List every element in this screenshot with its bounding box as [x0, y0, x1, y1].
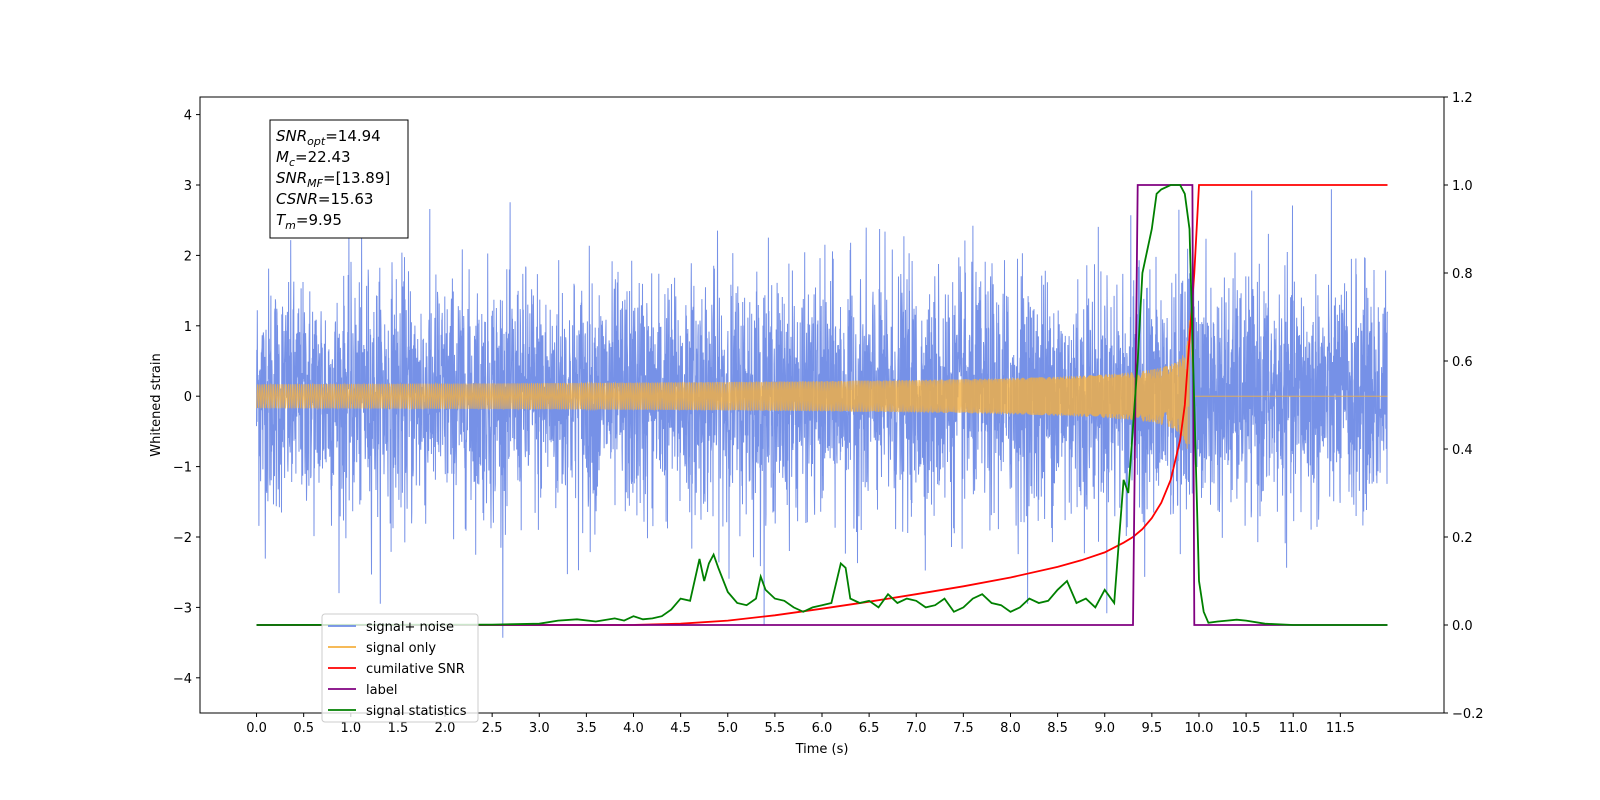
annotation-subscript: opt — [307, 135, 326, 148]
x-tick-label: 9.0 — [1094, 721, 1115, 736]
annotation-line-csnr: CSNR=15.63 — [276, 190, 373, 208]
x-tick-label: 4.0 — [623, 721, 644, 736]
legend-entry: cumilative SNR — [366, 662, 465, 677]
annotation-line-tm: Tm=9.95 — [276, 211, 342, 232]
x-tick-label: 3.0 — [529, 721, 550, 736]
y-tick-label: −2 — [173, 531, 192, 546]
legend-frame — [321, 613, 479, 723]
series-line-signal-noise — [256, 189, 1388, 638]
y-tick-label: 1 — [184, 320, 192, 335]
x-axis-ticks: 0.0 0.5 1.0 1.5 2.0 2.5 3.0 3.5 4.0 4.5 5.0 5.5 6.0 6… — [246, 713, 1355, 736]
annotation-value: =9.95 — [296, 211, 342, 229]
annotation-line-snr-mf: SNRMF=[13.89] — [276, 169, 390, 190]
y-tick-label: −1 — [173, 461, 192, 476]
x-tick-label: 1.0 — [340, 721, 361, 736]
y-tick-label: −4 — [173, 672, 192, 687]
x-tick-label: 2.5 — [482, 721, 503, 736]
x-tick-label: 7.5 — [953, 721, 974, 736]
x-tick-label: 11.0 — [1279, 721, 1308, 736]
annotation-symbol: SNR — [276, 169, 307, 187]
x-tick-label: 8.5 — [1047, 721, 1068, 736]
legend-entry: label — [366, 683, 397, 698]
y-tick-label: 3 — [184, 179, 192, 194]
annotation-value: =14.94 — [325, 127, 381, 145]
series-line-cumilative-snr — [256, 184, 1388, 626]
series-line-label — [256, 184, 1388, 626]
x-tick-label: 11.5 — [1326, 721, 1355, 736]
annotation-line-snr-opt: SNRopt=14.94 — [276, 127, 381, 148]
x-tick-label: 0.0 — [246, 721, 267, 736]
x-tick-label: 8.0 — [1000, 721, 1021, 736]
annotation-value: =[13.89] — [323, 169, 390, 187]
x-tick-label: 3.5 — [576, 721, 597, 736]
x-tick-label: 9.5 — [1142, 721, 1163, 736]
annotation-subscript: MF — [307, 177, 323, 190]
series-line-signal-only — [256, 320, 1388, 449]
y2-tick-label: 1.0 — [1452, 179, 1473, 194]
annotation-box: SNRopt=14.94Mc=22.43SNRMF=[13.89]CSNR=15… — [269, 119, 409, 239]
y-tick-label: 0 — [184, 390, 192, 405]
y2-tick-label: 0.6 — [1452, 355, 1473, 370]
y2-tick-label: 0.2 — [1452, 531, 1473, 546]
annotation-subscript: c — [289, 156, 295, 169]
series-signal-noise — [256, 189, 1388, 638]
right-axis-series — [256, 184, 1388, 626]
y2-tick-label: 0.0 — [1452, 619, 1473, 634]
x-tick-label: 10.0 — [1184, 721, 1213, 736]
x-tick-label: 5.0 — [717, 721, 738, 736]
x-tick-label: 7.0 — [906, 721, 927, 736]
annotation-frame — [269, 119, 409, 239]
y-tick-label: −3 — [173, 601, 192, 616]
x-tick-label: 0.5 — [293, 721, 314, 736]
x-axis-label: Time (s) — [795, 742, 849, 757]
legend-entry: signal+ noise — [366, 620, 454, 635]
annotation-symbol: T — [276, 211, 287, 229]
x-tick-label: 5.5 — [765, 721, 786, 736]
annotation-value: =15.63 — [318, 190, 374, 208]
x-tick-label: 1.5 — [388, 721, 409, 736]
y2-tick-label: −0.2 — [1452, 707, 1484, 722]
y-tick-label: 2 — [184, 249, 192, 264]
y2-axis-ticks: 1.2 1.0 0.8 0.6 0.4 0.2 0.0 −0.2 — [1444, 91, 1484, 722]
annotation-subscript: m — [285, 219, 296, 232]
x-tick-label: 2.0 — [435, 721, 456, 736]
y2-tick-label: 0.8 — [1452, 267, 1473, 282]
series-signal-only — [256, 320, 1388, 449]
x-tick-label: 6.0 — [812, 721, 833, 736]
legend-entry: signal only — [366, 641, 436, 656]
legend: signal+ noise signal only cumilative SNR la… — [321, 613, 479, 723]
y-tick-label: 4 — [184, 109, 192, 124]
y2-tick-label: 0.4 — [1452, 443, 1473, 458]
x-tick-label: 4.5 — [670, 721, 691, 736]
y2-tick-label: 1.2 — [1452, 91, 1473, 106]
series-line-signal-statistics — [256, 184, 1388, 626]
annotation-value: =22.43 — [295, 148, 351, 166]
annotation-symbol: M — [276, 148, 289, 166]
legend-entry: signal statistics — [366, 704, 467, 719]
annotation-symbol: SNR — [276, 127, 307, 145]
x-tick-label: 10.5 — [1232, 721, 1261, 736]
annotation-line-mc: Mc=22.43 — [276, 148, 351, 169]
y-axis-label: Whitened strain — [149, 353, 164, 456]
x-tick-label: 6.5 — [859, 721, 880, 736]
y-axis-ticks: 4 3 2 1 0 −1 −2 −3 −4 — [173, 109, 200, 687]
annotation-symbol: CSNR — [276, 190, 318, 208]
